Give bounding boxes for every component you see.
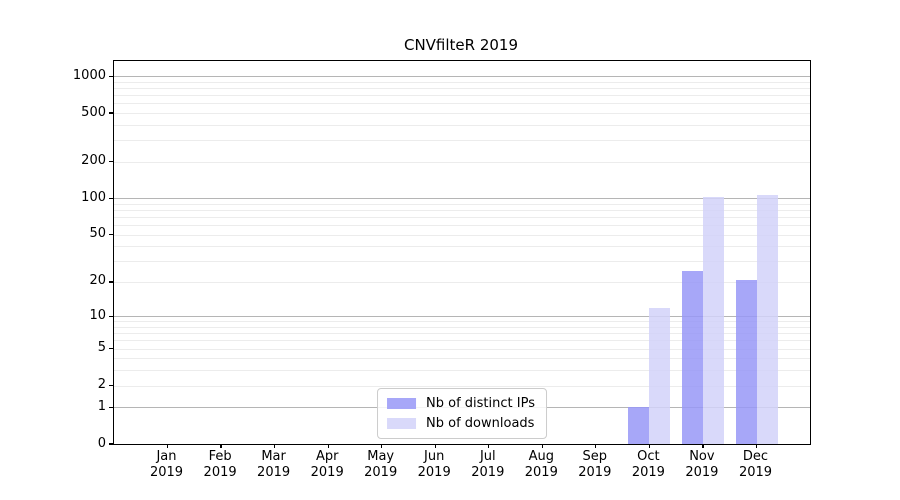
gridline-major	[114, 76, 810, 78]
legend-label-downloads: Nb of downloads	[426, 416, 535, 431]
y-tick-label: 1000	[72, 67, 106, 83]
y-axis-tick	[108, 384, 113, 387]
legend-label-distinct-ips: Nb of distinct IPs	[426, 396, 535, 411]
gridline-minor	[114, 203, 810, 205]
y-axis-tick	[108, 75, 113, 77]
gridline-major	[114, 316, 810, 318]
y-axis-tick	[108, 406, 113, 408]
gridline-minor	[114, 370, 810, 372]
y-tick-label: 1	[97, 398, 106, 414]
x-axis-tick	[595, 444, 597, 448]
x-axis-tick	[381, 444, 383, 448]
gridline-minor	[114, 225, 810, 227]
y-axis-tick	[108, 315, 113, 317]
chart-title: CNVfilteR 2019	[403, 36, 519, 54]
gridline-minor	[114, 281, 810, 283]
y-tick-label: 5	[97, 340, 106, 356]
x-tick-label: Oct 2019	[631, 449, 665, 480]
y-axis-tick	[108, 161, 113, 163]
legend-item-distinct-ips: Nb of distinct IPs	[387, 396, 535, 411]
gridline-minor	[114, 217, 810, 219]
x-axis-tick	[541, 444, 543, 448]
gridline-minor	[114, 246, 810, 248]
bar-downloads-oct	[649, 307, 671, 444]
legend-swatch-distinct-ips	[387, 398, 417, 409]
x-axis-tick	[702, 444, 704, 448]
x-axis-tick	[434, 444, 436, 448]
y-tick-label: 50	[89, 226, 106, 242]
y-tick-label: 10	[89, 307, 106, 323]
x-axis-tick	[166, 444, 169, 448]
gridline-minor	[114, 358, 810, 360]
legend-item-downloads: Nb of downloads	[387, 416, 535, 431]
gridline-minor	[114, 333, 810, 335]
plot-area: Nb of distinct IPs Nb of downloads	[108, 60, 811, 448]
gridline-minor	[114, 81, 810, 83]
x-tick-label: Aug 2019	[524, 449, 558, 480]
gridline-minor	[114, 261, 810, 263]
y-axis-tick	[108, 348, 113, 350]
x-tick-label: Jul 2019	[471, 449, 505, 480]
x-tick-label: May 2019	[364, 449, 398, 480]
y-tick-label: 500	[81, 104, 106, 120]
y-tick-label: 0	[97, 435, 106, 451]
x-axis-tick	[220, 444, 222, 448]
legend: Nb of distinct IPs Nb of downloads	[377, 388, 547, 439]
bar-distinct-ips-nov	[681, 270, 703, 444]
y-tick-label: 20	[89, 273, 106, 289]
y-axis-tick	[108, 281, 113, 283]
gridline-minor	[114, 161, 810, 163]
x-tick-label: Jun 2019	[417, 449, 451, 480]
y-axis-tick	[108, 197, 113, 199]
gridline-minor	[114, 95, 810, 97]
gridline-minor	[114, 113, 810, 115]
bar-downloads-nov	[702, 196, 724, 444]
gridline-minor	[114, 210, 810, 212]
y-tick-label: 200	[81, 153, 106, 169]
y-tick-label: 100	[81, 189, 106, 205]
y-axis-tick	[108, 234, 113, 236]
x-tick-label: Dec 2019	[738, 449, 773, 480]
gridline-minor	[114, 385, 810, 387]
x-tick-label: Nov 2019	[685, 449, 719, 480]
gridline-minor	[114, 124, 810, 126]
gridline-minor	[114, 327, 810, 328]
x-axis-tick	[274, 444, 276, 448]
gridline-minor	[114, 234, 810, 236]
y-axis-tick	[108, 112, 113, 114]
gridline-minor	[114, 88, 810, 90]
gridline-minor	[114, 321, 810, 323]
x-axis-tick	[648, 444, 650, 448]
y-axis-tick	[108, 443, 113, 445]
gridline-minor	[114, 103, 810, 105]
gridline-minor	[114, 348, 810, 350]
x-axis-tick	[755, 444, 758, 448]
x-axis-tick	[488, 444, 490, 448]
bar-distinct-ips-dec	[735, 279, 757, 444]
gridline-minor	[114, 140, 810, 142]
y-tick-label: 2	[97, 377, 106, 392]
bar-downloads-dec	[756, 195, 778, 444]
x-tick-label: Mar 2019	[257, 449, 291, 480]
legend-swatch-downloads	[387, 418, 417, 429]
gridline-major	[114, 198, 810, 200]
x-tick-label: Sep 2019	[578, 449, 612, 480]
bar-distinct-ips-oct	[628, 407, 650, 444]
gridline-minor	[114, 340, 810, 342]
x-tick-label: Jan 2019	[149, 449, 184, 480]
x-tick-label: Apr 2019	[310, 449, 344, 480]
x-axis-tick	[327, 444, 329, 448]
x-tick-label: Feb 2019	[203, 449, 237, 480]
